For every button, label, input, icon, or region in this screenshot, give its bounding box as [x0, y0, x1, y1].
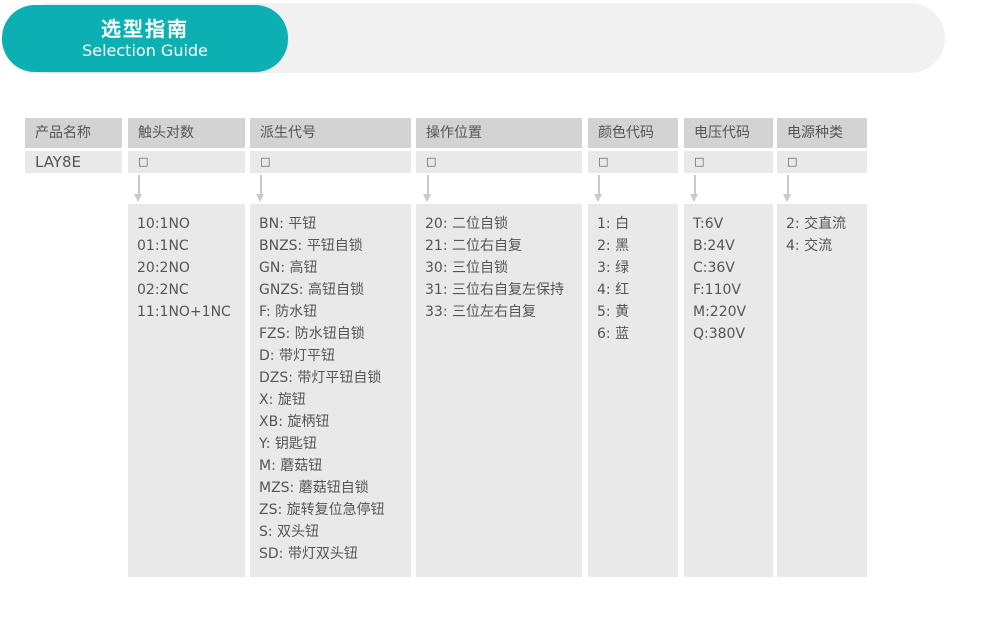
header-operation-position: 操作位置	[416, 118, 582, 148]
down-arrow-icon	[134, 175, 143, 202]
option-item: 11:1NO+1NC	[137, 304, 231, 320]
option-item: 01:1NC	[137, 238, 189, 254]
value-color-code: □	[588, 151, 678, 173]
options-power-type: 2: 交直流 4: 交流	[777, 204, 867, 577]
option-item: 6: 蓝	[597, 326, 630, 342]
option-item: 02:2NC	[137, 282, 189, 298]
header-derived-code: 派生代号	[250, 118, 411, 148]
option-item: XB: 旋柄钮	[259, 414, 330, 430]
value-contact-pairs: □	[128, 151, 245, 173]
option-item: 4: 红	[597, 282, 630, 298]
option-item: 5: 黄	[597, 304, 630, 320]
value-operation-position: □	[416, 151, 582, 173]
down-arrow-icon	[423, 175, 432, 202]
options-color-code: 1: 白 2: 黑 3: 绿 4: 红 5: 黄 6: 蓝	[588, 204, 678, 577]
option-item: 21: 二位右自复	[425, 238, 522, 254]
down-arrow-icon	[690, 175, 699, 202]
option-item: 1: 白	[597, 216, 630, 232]
banner-title-zh: 选型指南	[101, 16, 189, 41]
header-contact-pairs: 触头对数	[128, 118, 245, 148]
option-item: 2: 交直流	[786, 216, 847, 232]
option-item: X: 旋钮	[259, 392, 306, 408]
banner-title-en: Selection Guide	[82, 40, 208, 60]
option-item: 3: 绿	[597, 260, 630, 276]
value-product-name: LAY8E	[25, 151, 122, 173]
header-color-code: 颜色代码	[588, 118, 678, 148]
option-item: BN: 平钮	[259, 216, 317, 232]
option-item: GNZS: 高钮自锁	[259, 282, 364, 298]
option-item: 33: 三位左右自复	[425, 304, 536, 320]
down-arrow-icon	[256, 175, 265, 202]
option-item: 4: 交流	[786, 238, 833, 254]
value-derived-code: □	[250, 151, 411, 173]
option-item: FZS: 防水钮自锁	[259, 326, 365, 342]
option-item: SD: 带灯双头钮	[259, 546, 358, 562]
options-derived-code: BN: 平钮 BNZS: 平钮自锁 GN: 高钮 GNZS: 高钮自锁 F: 防水钮 FZ…	[250, 204, 411, 577]
header-power-type: 电源种类	[777, 118, 867, 148]
options-contact-pairs: 10:1NO 01:1NC 20:2NO 02:2NC 11:1NO+1NC	[128, 204, 245, 577]
option-item: MZS: 蘑菇钮自锁	[259, 480, 369, 496]
option-item: ZS: 旋转复位急停钮	[259, 502, 385, 518]
option-item: S: 双头钮	[259, 524, 320, 540]
option-item: F:110V	[693, 282, 741, 298]
option-item: 10:1NO	[137, 216, 190, 232]
option-item: 30: 三位自锁	[425, 260, 508, 276]
header-product-name: 产品名称	[25, 118, 122, 148]
down-arrow-icon	[783, 175, 792, 202]
option-item: 20:2NO	[137, 260, 190, 276]
option-item: 20: 二位自锁	[425, 216, 508, 232]
option-item: BNZS: 平钮自锁	[259, 238, 363, 254]
option-item: F: 防水钮	[259, 304, 318, 320]
option-item: 2: 黑	[597, 238, 630, 254]
option-item: M: 蘑菇钮	[259, 458, 323, 474]
option-item: T:6V	[693, 216, 724, 232]
option-item: Y: 钥匙钮	[259, 436, 317, 452]
option-item: M:220V	[693, 304, 747, 320]
option-item: DZS: 带灯平钮自锁	[259, 370, 382, 386]
options-operation-position: 20: 二位自锁 21: 二位右自复 30: 三位自锁 31: 三位右自复左保持 33:…	[416, 204, 582, 577]
option-item: B:24V	[693, 238, 735, 254]
option-item: D: 带灯平钮	[259, 348, 335, 364]
option-item: C:36V	[693, 260, 735, 276]
down-arrow-icon	[594, 175, 603, 202]
header-voltage-code: 电压代码	[684, 118, 773, 148]
selection-guide-banner: 选型指南 Selection Guide	[2, 5, 288, 72]
value-power-type: □	[777, 151, 867, 173]
option-item: Q:380V	[693, 326, 746, 342]
options-voltage-code: T:6V B:24V C:36V F:110V M:220V Q:380V	[684, 204, 773, 577]
value-voltage-code: □	[684, 151, 773, 173]
option-item: 31: 三位右自复左保持	[425, 282, 564, 298]
option-item: GN: 高钮	[259, 260, 318, 276]
